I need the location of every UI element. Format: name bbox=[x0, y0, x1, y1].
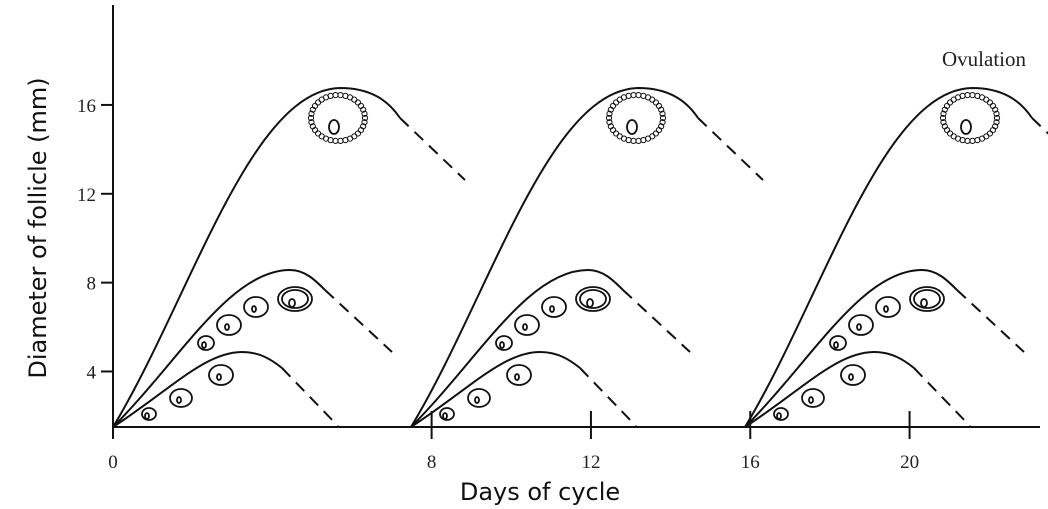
large-curve bbox=[745, 88, 1032, 427]
granulosa-cell bbox=[338, 92, 343, 97]
cycle bbox=[745, 88, 1048, 427]
granulosa-cell bbox=[653, 100, 658, 105]
oocyte bbox=[550, 306, 554, 312]
granulosa-cell bbox=[965, 92, 970, 97]
granulosa-cell bbox=[338, 138, 343, 143]
small-tail bbox=[282, 368, 338, 426]
oocyte bbox=[289, 299, 295, 307]
oocyte bbox=[809, 397, 813, 403]
granulosa-cell bbox=[965, 138, 970, 143]
granulosa-cell bbox=[631, 138, 636, 143]
granulosa-cell bbox=[947, 131, 952, 136]
medium-curve bbox=[113, 270, 325, 427]
x-axis-label: Days of cycle bbox=[460, 478, 620, 506]
medium-tail bbox=[623, 290, 690, 352]
y-tick-label: 12 bbox=[77, 185, 96, 206]
oocyte bbox=[961, 120, 971, 134]
granulosa-cell bbox=[613, 131, 618, 136]
granulosa-cell bbox=[315, 131, 320, 136]
granulosa-cell bbox=[626, 93, 631, 98]
small-tail bbox=[914, 368, 970, 426]
oocyte bbox=[475, 397, 479, 403]
oocyte bbox=[145, 413, 149, 419]
granulosa-cell bbox=[333, 92, 338, 97]
granulosa-cell bbox=[636, 138, 641, 143]
oocyte bbox=[515, 374, 519, 380]
oocyte bbox=[177, 397, 181, 403]
granulosa-cell bbox=[636, 92, 641, 97]
granulosa-cell bbox=[328, 93, 333, 98]
oocyte bbox=[202, 342, 206, 348]
cycle bbox=[113, 88, 465, 427]
granulosa-cell bbox=[333, 138, 338, 143]
granulosa-cell bbox=[960, 93, 965, 98]
medium-curve bbox=[745, 270, 957, 427]
small-curve bbox=[745, 352, 914, 427]
large-tail bbox=[698, 118, 763, 180]
oocyte bbox=[849, 374, 853, 380]
large-curve bbox=[113, 88, 400, 427]
oocyte bbox=[587, 299, 593, 307]
oocyte bbox=[500, 342, 504, 348]
oocyte bbox=[834, 342, 838, 348]
oocyte bbox=[443, 413, 447, 419]
granulosa-cell bbox=[355, 100, 360, 105]
x-tick-label: 8 bbox=[427, 452, 437, 473]
oocyte bbox=[329, 120, 339, 134]
y-tick-label: 4 bbox=[87, 362, 97, 383]
granulosa-cell bbox=[970, 138, 975, 143]
medium-tail bbox=[957, 290, 1024, 352]
granulosa-cell bbox=[970, 92, 975, 97]
y-tick-label: 8 bbox=[87, 274, 97, 295]
oocyte bbox=[777, 413, 781, 419]
oocyte bbox=[884, 306, 888, 312]
oocyte bbox=[225, 324, 229, 330]
oocyte bbox=[921, 299, 927, 307]
cycle bbox=[411, 88, 763, 427]
granulosa-cell bbox=[975, 138, 980, 143]
x-tick-label: 12 bbox=[581, 452, 600, 473]
x-tick-label: 20 bbox=[900, 452, 919, 473]
y-axis-label: Diameter of follicle (mm) bbox=[24, 77, 52, 378]
small-curve bbox=[113, 352, 282, 427]
y-tick-label: 16 bbox=[77, 96, 96, 117]
oocyte bbox=[217, 374, 221, 380]
x-tick-label: 0 bbox=[108, 452, 118, 473]
oocyte bbox=[627, 120, 637, 134]
oocyte bbox=[252, 306, 256, 312]
oocyte bbox=[857, 324, 861, 330]
large-tail bbox=[1032, 118, 1048, 180]
medium-curve bbox=[411, 270, 623, 427]
small-curve bbox=[411, 352, 580, 427]
oocyte bbox=[523, 324, 527, 330]
chart: Days of cycle Diameter of follicle (mm) … bbox=[0, 0, 1048, 509]
small-tail bbox=[580, 368, 636, 426]
large-tail bbox=[400, 118, 465, 180]
granulosa-cell bbox=[631, 92, 636, 97]
medium-tail bbox=[325, 290, 392, 352]
granulosa-cell bbox=[343, 138, 348, 143]
granulosa-cell bbox=[987, 100, 992, 105]
annotation: Ovulation bbox=[942, 47, 1026, 71]
large-curve bbox=[411, 88, 698, 427]
x-tick-label: 16 bbox=[741, 452, 760, 473]
granulosa-cell bbox=[641, 138, 646, 143]
